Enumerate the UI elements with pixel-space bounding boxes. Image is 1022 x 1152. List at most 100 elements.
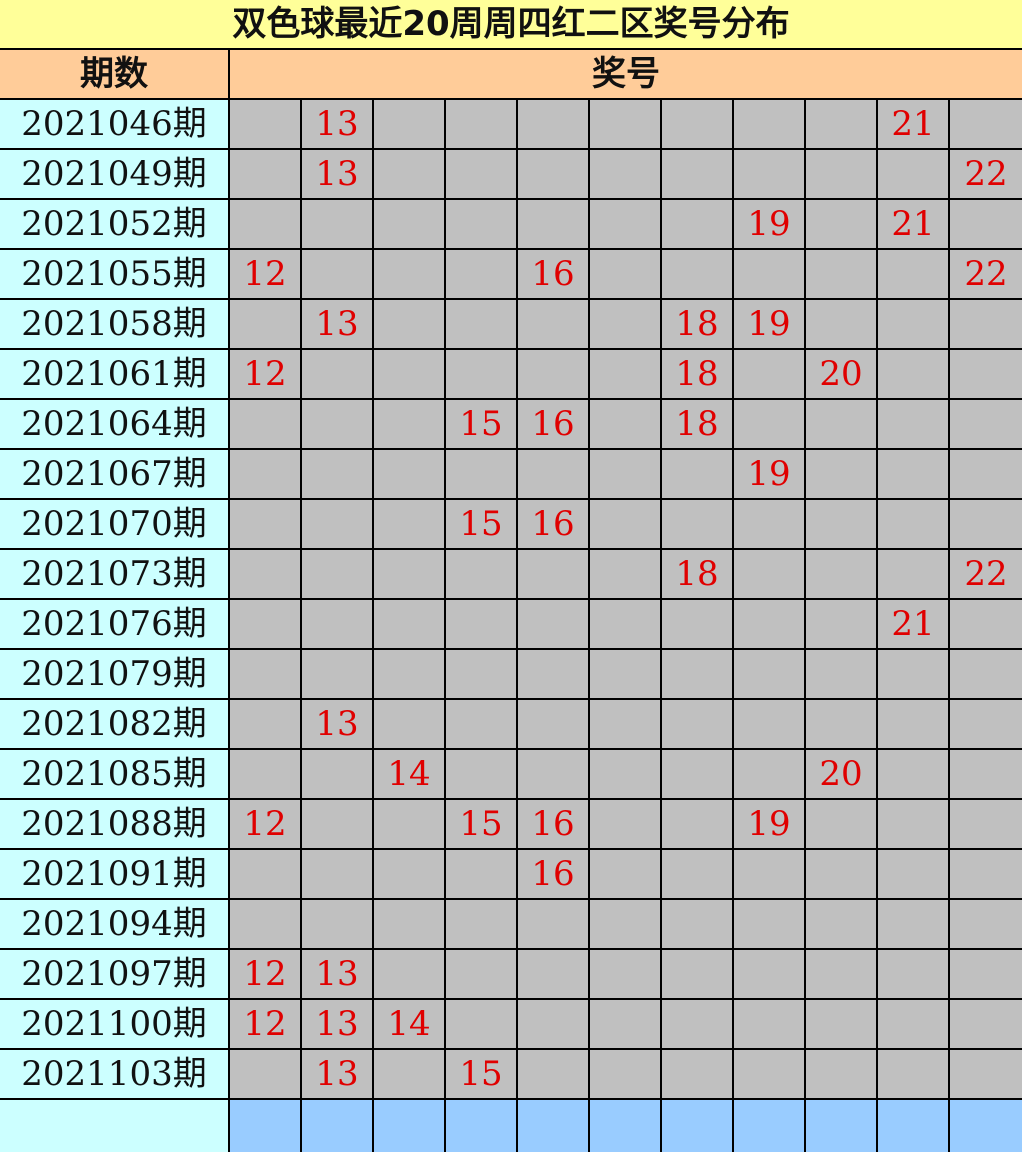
table-row: 2021097期 12 13 (0, 950, 1022, 1000)
number-cell (806, 300, 878, 348)
number-cell (734, 250, 806, 298)
number-cell: 14 (374, 1000, 446, 1048)
number-cell (950, 300, 1022, 348)
number-cell (590, 1000, 662, 1048)
number-cell (806, 100, 878, 148)
number-cell (734, 150, 806, 198)
number-cell: 15 (446, 1050, 518, 1098)
footer-period-cell (0, 1100, 230, 1152)
number-cell: 21 (878, 100, 950, 148)
number-cell (734, 400, 806, 448)
number-cell (446, 1000, 518, 1048)
number-cell (518, 750, 590, 798)
period-cell: 2021046期 (0, 100, 230, 148)
number-cell (734, 900, 806, 948)
number-cell (734, 650, 806, 698)
number-cell (806, 150, 878, 198)
number-cell (518, 300, 590, 348)
number-cell (734, 550, 806, 598)
number-cell (878, 650, 950, 698)
period-cell: 2021061期 (0, 350, 230, 398)
period-cell: 2021079期 (0, 650, 230, 698)
number-cell (590, 850, 662, 898)
number-cell (878, 550, 950, 598)
number-cell (806, 400, 878, 448)
number-cell (662, 150, 734, 198)
number-cell (302, 750, 374, 798)
period-cell: 2021052期 (0, 200, 230, 248)
footer-cell (806, 1100, 878, 1152)
number-cell (230, 700, 302, 748)
number-cell (446, 200, 518, 248)
table-row: 2021091期 16 (0, 850, 1022, 900)
number-cell (374, 700, 446, 748)
number-cell (518, 700, 590, 748)
number-cell (374, 400, 446, 448)
number-cell (878, 150, 950, 198)
number-cell (590, 150, 662, 198)
number-cell (518, 150, 590, 198)
number-cell (806, 500, 878, 548)
number-cell: 21 (878, 200, 950, 248)
number-cell (662, 650, 734, 698)
number-cell (302, 450, 374, 498)
number-cell: 13 (302, 150, 374, 198)
period-cell: 2021088期 (0, 800, 230, 848)
number-cell (374, 250, 446, 298)
number-cell (662, 600, 734, 648)
number-cell (878, 700, 950, 748)
number-cell (734, 850, 806, 898)
number-cell (806, 950, 878, 998)
number-cell (302, 550, 374, 598)
table-body: 2021046期 13 21 2021049期 13 22 2021052期 19 21 2021… (0, 100, 1022, 1152)
number-cell (590, 700, 662, 748)
number-cell (950, 650, 1022, 698)
number-cell: 19 (734, 300, 806, 348)
number-cell (878, 800, 950, 848)
number-cell (374, 600, 446, 648)
number-cell (590, 600, 662, 648)
table-row: 2021082期 13 (0, 700, 1022, 750)
number-cell (518, 450, 590, 498)
number-cell (806, 1000, 878, 1048)
number-cell (374, 850, 446, 898)
number-cell (662, 900, 734, 948)
number-cell: 15 (446, 500, 518, 548)
footer-cell (374, 1100, 446, 1152)
number-cell (446, 250, 518, 298)
number-cell: 12 (230, 250, 302, 298)
number-cell (374, 800, 446, 848)
number-cell (878, 750, 950, 798)
table-row: 2021079期 (0, 650, 1022, 700)
number-cell (662, 1050, 734, 1098)
number-cell (590, 950, 662, 998)
number-cell (950, 750, 1022, 798)
number-cell (950, 100, 1022, 148)
number-cell (230, 500, 302, 548)
number-cell (374, 650, 446, 698)
number-cell (374, 550, 446, 598)
number-cell (734, 750, 806, 798)
footer-cell (662, 1100, 734, 1152)
footer-row (0, 1100, 1022, 1152)
number-cell (446, 350, 518, 398)
number-cell (446, 650, 518, 698)
number-cell (662, 500, 734, 548)
footer-cell (518, 1100, 590, 1152)
number-cell: 16 (518, 500, 590, 548)
number-cell (374, 450, 446, 498)
number-cell (230, 300, 302, 348)
period-cell: 2021076期 (0, 600, 230, 648)
number-cell (374, 300, 446, 348)
number-cell (302, 400, 374, 448)
period-cell: 2021091期 (0, 850, 230, 898)
number-cell (806, 800, 878, 848)
number-cell (590, 800, 662, 848)
number-cell (518, 1050, 590, 1098)
number-cell (302, 350, 374, 398)
number-cell (230, 550, 302, 598)
number-cell (446, 900, 518, 948)
number-cell (446, 150, 518, 198)
footer-cell (878, 1100, 950, 1152)
number-cell (374, 200, 446, 248)
